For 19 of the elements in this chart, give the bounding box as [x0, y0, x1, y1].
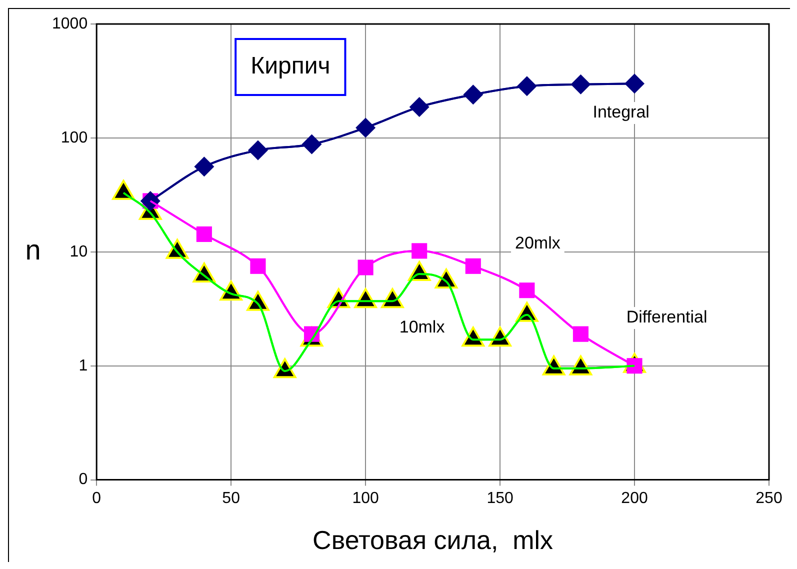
- y-tick-label: 1: [78, 357, 88, 374]
- y-tick-label: 0: [78, 471, 88, 488]
- y-tick-label: 1000: [52, 15, 88, 32]
- y-tick-label: 10: [70, 243, 88, 260]
- x-axis-title: Световая сила, mlx: [312, 525, 554, 556]
- x-tick-label: 250: [756, 490, 782, 507]
- series-label: 10mlx: [399, 318, 446, 337]
- series-label: 20mlx: [515, 234, 561, 253]
- x-tick-label: 0: [92, 490, 102, 507]
- x-tick-label: 150: [486, 490, 514, 507]
- annotation: Кирпич: [250, 52, 330, 80]
- x-tick-label: 50: [222, 490, 240, 507]
- point: [624, 74, 645, 94]
- y-axis-title: n: [25, 234, 41, 266]
- annotation: Differential: [626, 308, 708, 327]
- x-tick-label: 100: [352, 490, 379, 507]
- x-tick-label: 200: [621, 490, 648, 507]
- y-tick-label: 100: [60, 129, 88, 146]
- series-label: Integral: [592, 102, 650, 122]
